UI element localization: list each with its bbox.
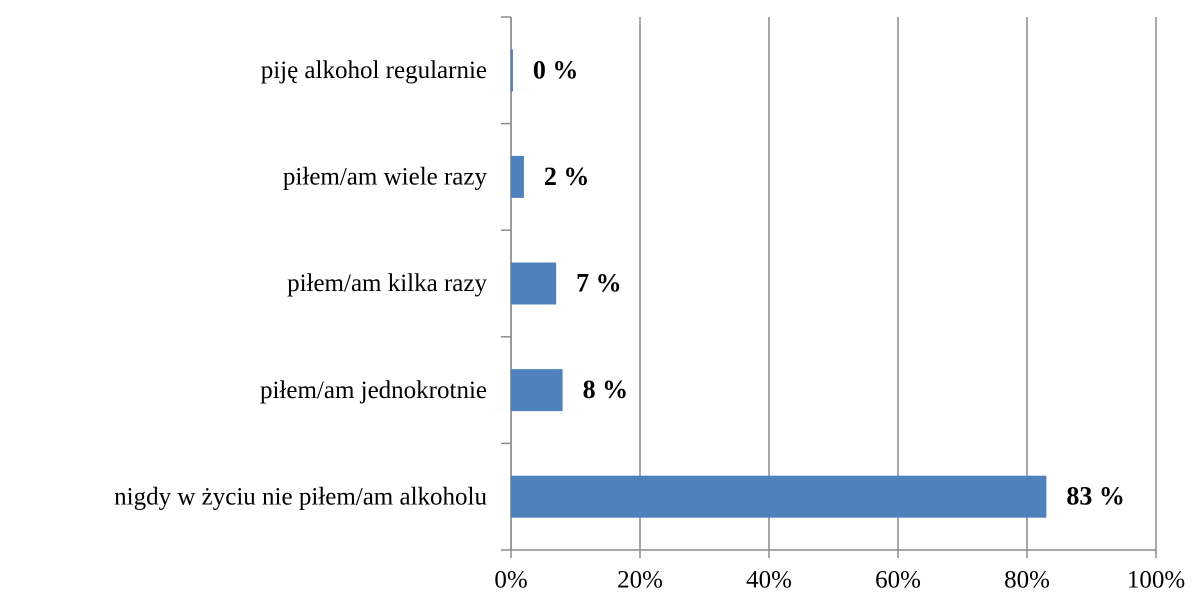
y-tick-label: piłem/am jednokrotnie [260, 377, 487, 404]
bar [511, 49, 513, 92]
y-tick-label: piłem/am kilka razy [287, 270, 487, 297]
x-tick-label: 80% [1004, 567, 1050, 594]
x-tick-label: 20% [617, 567, 663, 594]
value-label: 7 % [576, 268, 622, 297]
bar [511, 155, 524, 198]
value-label: 0 % [533, 55, 579, 84]
value-label: 83 % [1066, 482, 1125, 511]
value-label: 8 % [583, 375, 629, 404]
x-tick-label: 100% [1127, 567, 1185, 594]
value-label: 2 % [544, 162, 590, 191]
y-tick-label: nigdy w życiu nie piłem/am alkoholu [114, 483, 487, 510]
x-tick-label: 60% [875, 567, 921, 594]
y-tick-label: piłem/am wiele razy [283, 164, 488, 191]
x-tick-label: 40% [746, 567, 792, 594]
bar [511, 262, 557, 305]
x-tick-label: 0% [494, 567, 527, 594]
bar [511, 475, 1047, 518]
y-tick-label: piję alkohol regularnie [261, 57, 487, 84]
bar [511, 369, 563, 412]
